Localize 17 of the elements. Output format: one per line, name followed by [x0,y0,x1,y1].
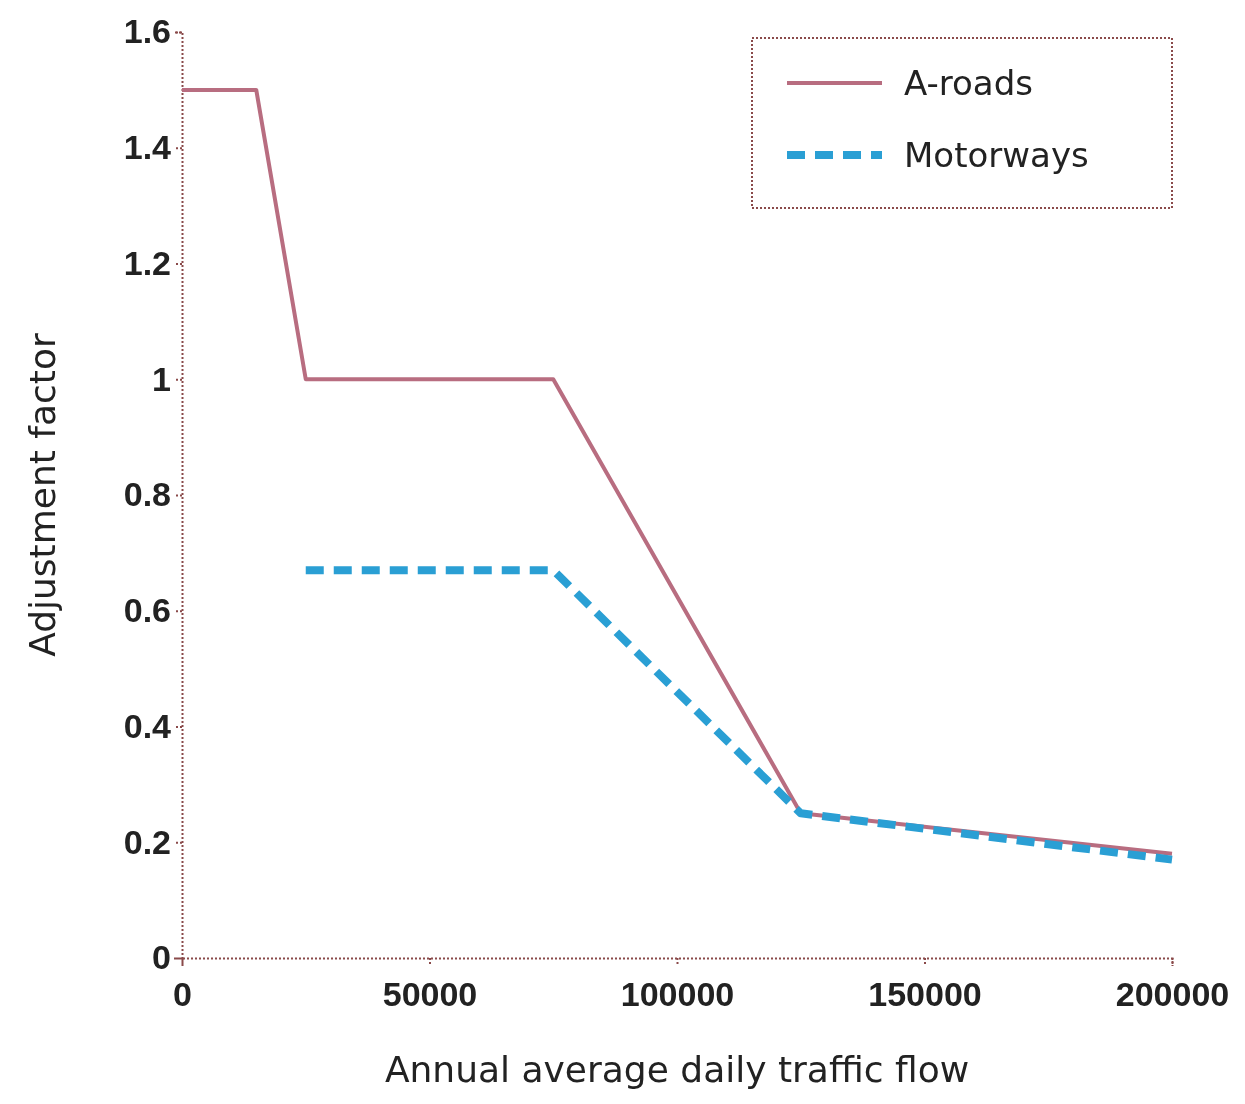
x-tick-label: 200000 [1115,975,1230,1014]
y-tick-label: 0.2 [123,822,171,861]
y-tick-label: 1.6 [123,12,171,51]
x-tick-label: 50000 [382,975,478,1014]
y-axis-title: Adjustment factor [22,333,63,657]
x-tick-label: 150000 [868,975,982,1014]
y-tick-label: 0 [152,938,171,977]
y-tick-label: 0.8 [123,475,171,514]
y-tick-label: 1.2 [123,243,171,282]
y-tick-label: 0.6 [123,591,171,630]
x-tick-label: 100000 [620,975,735,1014]
y-tick-label: 1.4 [123,128,172,167]
y-tick-label: 0.4 [123,706,172,745]
x-axis-title: Annual average daily traffic flow [384,1049,970,1090]
y-tick-label: 1 [152,359,171,398]
legend-label: A-roads [904,63,1033,103]
legend-label: Motorways [904,135,1089,175]
